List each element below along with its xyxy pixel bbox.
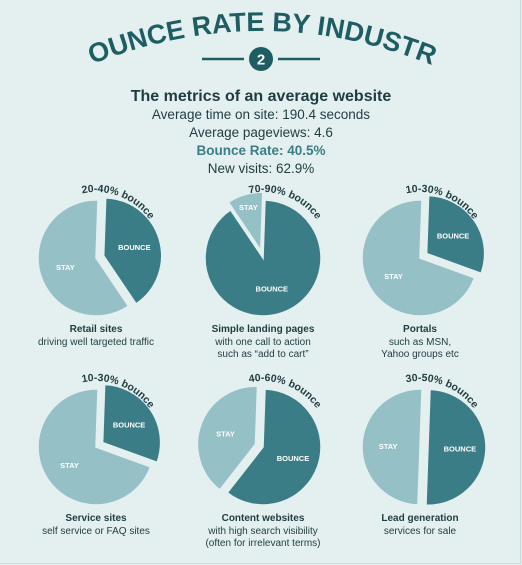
metrics-heading: The metrics of an average website <box>130 88 392 105</box>
chart-description: self service or FAQ sites <box>42 525 150 537</box>
chart-description: with one call to action <box>215 336 311 348</box>
chart-caption: Retail sites driving well targeted traffi… <box>11 324 181 349</box>
chart-title: Content websites <box>221 513 305 524</box>
stay-slice <box>361 388 423 506</box>
stay-slice <box>196 385 259 492</box>
title-banner: BOUNCE RATE BY INDUSTRY 2 <box>0 0 440 71</box>
stay-slice-label: STAY <box>384 272 403 281</box>
chart-title: Retail sites <box>69 324 123 335</box>
stay-slice <box>227 191 264 253</box>
chart-description: (often for irrelevant terms) <box>205 538 321 549</box>
bounce-slice <box>425 194 486 275</box>
metric-bounce-rate: Bounce Rate: 40.5% <box>196 143 326 158</box>
metric-pageviews: Average pageviews: 4.6 <box>189 125 333 140</box>
bounce-slice <box>102 197 163 305</box>
chart-title: Service sites <box>65 513 127 524</box>
bounce-slice <box>226 388 322 506</box>
bounce-slice-label: BOUNCE <box>444 444 477 453</box>
stay-slice-label: STAY <box>239 203 258 212</box>
chart-title: Lead generation <box>381 513 459 524</box>
chart-caption: Lead generation services for sale <box>335 513 505 538</box>
bounce-slice-label: BOUNCE <box>437 232 470 241</box>
stay-slice-label: STAY <box>216 429 235 438</box>
stay-slice-label: STAY <box>379 442 398 451</box>
chart-caption: Portals such as MSN, Yahoo groups etc <box>335 324 505 362</box>
chart-title: Portals <box>403 324 437 335</box>
bounce-slice <box>425 388 487 506</box>
chart-description: with high search visibility <box>208 525 318 537</box>
chart-description: such as MSN, <box>388 336 452 348</box>
chart-description: such as “add to cart” <box>217 349 309 360</box>
bounce-slice-label: BOUNCE <box>118 243 151 252</box>
chart-caption: Simple landing pages with one call to act… <box>178 324 348 362</box>
stay-slice <box>361 199 476 317</box>
chart-caption: Service sites self service or FAQ sites <box>11 513 181 538</box>
metric-time-on-site: Average time on site: 190.4 seconds <box>151 107 371 122</box>
chart-description: services for sale <box>383 525 457 537</box>
section-number: 2 <box>257 52 265 69</box>
stay-slice-label: STAY <box>56 263 75 272</box>
chart-title: Simple landing pages <box>211 324 315 335</box>
bounce-slice-label: BOUNCE <box>277 454 310 463</box>
chart-description: driving well targeted traffic <box>38 336 154 348</box>
metric-new-visits: New visits: 62.9% <box>207 161 315 176</box>
stay-slice <box>37 199 130 317</box>
chart-description: Yahoo groups etc <box>381 349 459 360</box>
bounce-slice <box>204 199 322 317</box>
bounce-slice <box>101 383 162 464</box>
section-number-badge <box>249 47 273 71</box>
bounce-slice-label: BOUNCE <box>113 421 146 430</box>
stay-slice <box>37 388 152 506</box>
bounce-slice-label: BOUNCE <box>256 285 289 294</box>
stay-slice-label: STAY <box>60 461 79 470</box>
chart-caption: Content websites with high search visibil… <box>178 513 348 551</box>
